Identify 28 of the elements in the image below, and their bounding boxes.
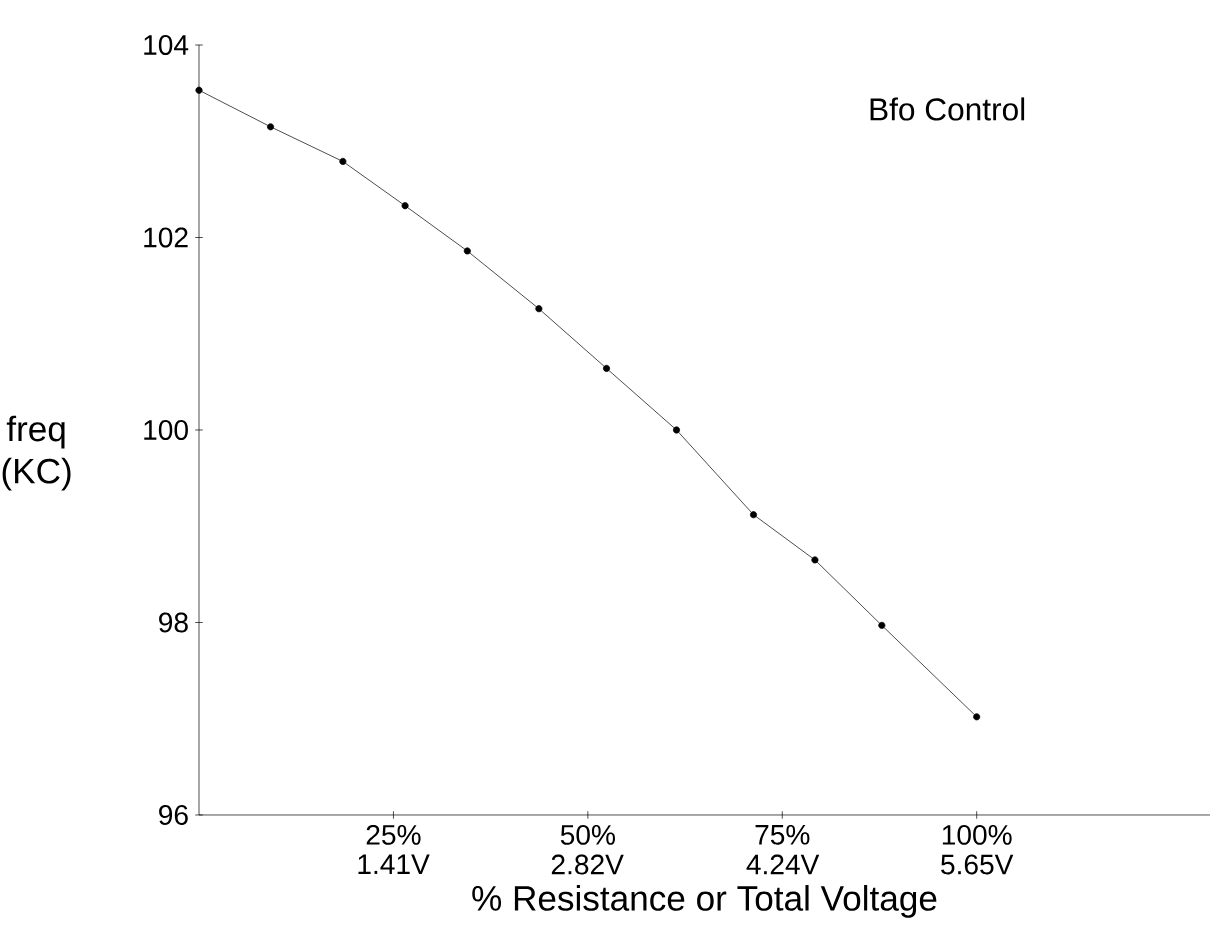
text: Bfo Control bbox=[870, 97, 1025, 121]
y-tick-label: 102 bbox=[144, 227, 188, 248]
x-tick-label: 25% bbox=[366, 824, 421, 845]
x2-tick-label: 4.24V bbox=[746, 854, 820, 875]
y-tick-label: 104 bbox=[144, 35, 189, 55]
y-tick-label: 96 bbox=[159, 805, 188, 825]
point bbox=[672, 426, 681, 434]
point bbox=[973, 713, 981, 721]
x-tick-label: 75% bbox=[755, 824, 810, 845]
y-tick-label: 98 bbox=[159, 612, 188, 633]
point bbox=[267, 123, 275, 131]
point bbox=[811, 556, 819, 564]
y-axis-title: freq (KC) bbox=[2, 415, 71, 491]
point bbox=[195, 86, 203, 94]
point bbox=[463, 247, 471, 255]
x2-tick-label: 5.65V bbox=[941, 854, 1014, 875]
point bbox=[339, 157, 347, 165]
point bbox=[401, 202, 409, 210]
x-tick-label: 100% bbox=[942, 824, 1012, 845]
x-tick-label: 50% bbox=[560, 824, 615, 845]
x2-tick-label: 2.82V bbox=[551, 854, 624, 875]
point bbox=[535, 305, 543, 313]
point bbox=[878, 621, 886, 629]
point bbox=[749, 511, 758, 519]
point bbox=[603, 364, 611, 372]
y-tick-label: 100 bbox=[144, 420, 188, 440]
x2-tick-label: 1.41V bbox=[358, 854, 430, 874]
x-axis-title: % Resistance or Total Voltage bbox=[472, 885, 937, 918]
